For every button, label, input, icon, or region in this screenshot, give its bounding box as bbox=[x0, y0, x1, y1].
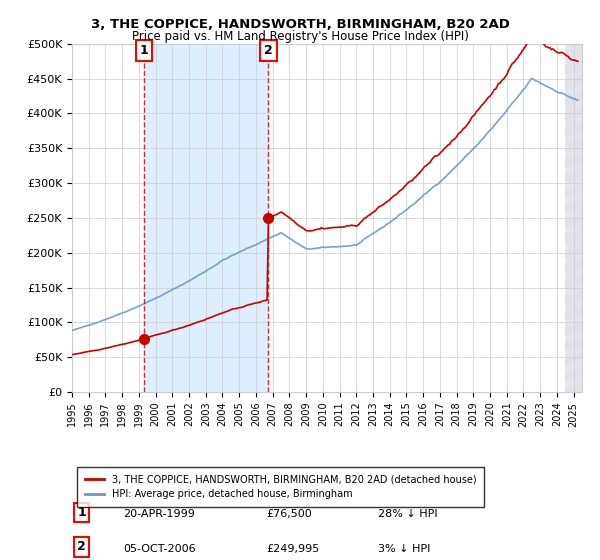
Text: 3% ↓ HPI: 3% ↓ HPI bbox=[378, 544, 430, 553]
Text: 3, THE COPPICE, HANDSWORTH, BIRMINGHAM, B20 2AD: 3, THE COPPICE, HANDSWORTH, BIRMINGHAM, … bbox=[91, 18, 509, 31]
Text: £249,995: £249,995 bbox=[266, 544, 319, 553]
Text: 05-OCT-2006: 05-OCT-2006 bbox=[123, 544, 196, 553]
Text: 1: 1 bbox=[140, 44, 148, 57]
Text: 20-APR-1999: 20-APR-1999 bbox=[123, 508, 195, 519]
Text: 28% ↓ HPI: 28% ↓ HPI bbox=[378, 508, 437, 519]
Legend: 3, THE COPPICE, HANDSWORTH, BIRMINGHAM, B20 2AD (detached house), HPI: Average p: 3, THE COPPICE, HANDSWORTH, BIRMINGHAM, … bbox=[77, 466, 484, 507]
Bar bbox=[144, 44, 268, 392]
Text: £76,500: £76,500 bbox=[266, 508, 311, 519]
Text: Price paid vs. HM Land Registry's House Price Index (HPI): Price paid vs. HM Land Registry's House … bbox=[131, 30, 469, 43]
Text: 1: 1 bbox=[77, 506, 86, 519]
Text: 2: 2 bbox=[264, 44, 273, 57]
Text: 2: 2 bbox=[77, 540, 86, 553]
